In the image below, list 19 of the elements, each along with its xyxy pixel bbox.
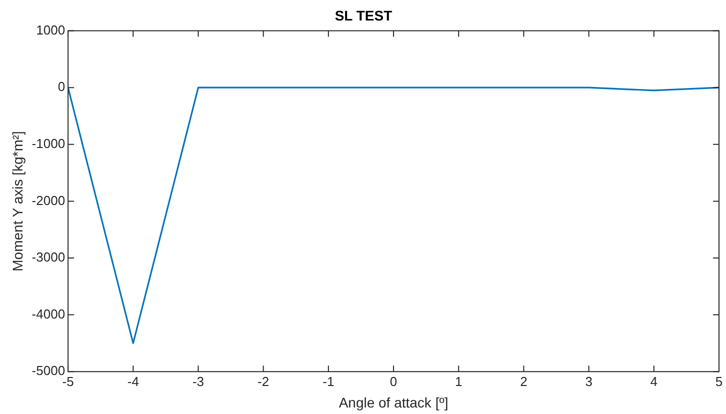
x-tick-label: 1 bbox=[455, 374, 462, 389]
x-tick-label: 3 bbox=[585, 374, 592, 389]
y-tick-label: -3000 bbox=[32, 250, 66, 265]
y-tick-label: -4000 bbox=[32, 306, 66, 322]
x-tick-label: 0 bbox=[390, 374, 398, 389]
x-tick-label: 4 bbox=[650, 374, 658, 389]
y-tick-label: 1000 bbox=[36, 22, 66, 38]
x-tick-label: -2 bbox=[258, 374, 270, 389]
x-tick-label: 5 bbox=[715, 374, 723, 389]
x-tick-label: -1 bbox=[322, 374, 334, 389]
x-tick-label: 2 bbox=[520, 374, 528, 389]
chart-title: SL TEST bbox=[334, 7, 393, 24]
x-axis-title: Angle of attack [º] bbox=[338, 394, 448, 410]
y-tick-label: -1000 bbox=[32, 136, 66, 151]
y-tick-label: 0 bbox=[58, 79, 66, 94]
y-tick-label: -2000 bbox=[32, 192, 66, 208]
x-tick-label: -4 bbox=[127, 374, 139, 389]
x-tick-label: -3 bbox=[192, 374, 204, 389]
y-axis-title: Moment Y axis [kg*m²] bbox=[9, 131, 26, 272]
